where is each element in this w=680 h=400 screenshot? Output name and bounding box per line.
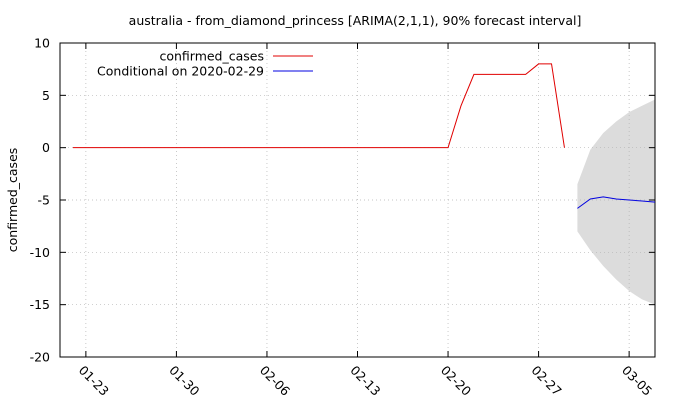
y-tick-label: -15 — [30, 297, 50, 312]
y-tick-label: -10 — [30, 245, 50, 260]
y-tick-label: 5 — [42, 88, 50, 103]
x-tick-label: 01-23 — [76, 363, 112, 399]
x-tick-label: 03-05 — [619, 363, 655, 399]
x-tick-label: 02-06 — [257, 363, 293, 399]
x-tick-label: 02-27 — [528, 363, 564, 399]
chart-title: australia - from_diamond_princess [ARIMA… — [129, 13, 582, 28]
x-tick-label: 01-30 — [166, 363, 202, 399]
y-tick-label: 10 — [34, 36, 50, 51]
x-tick-label: 02-13 — [347, 363, 383, 399]
y-axis-label: confirmed_cases — [5, 148, 20, 253]
x-tick-label: 02-20 — [438, 363, 474, 399]
legend-label: Conditional on 2020-02-29 — [97, 64, 264, 79]
legend-label: confirmed_cases — [159, 49, 264, 64]
y-tick-label: -5 — [38, 193, 50, 208]
forecast-interval-band — [577, 99, 655, 305]
conditional-forecast-line — [577, 196, 656, 209]
y-tick-label: 0 — [42, 140, 50, 155]
y-tick-label: -20 — [30, 350, 50, 365]
confirmed-cases-line — [72, 63, 565, 149]
